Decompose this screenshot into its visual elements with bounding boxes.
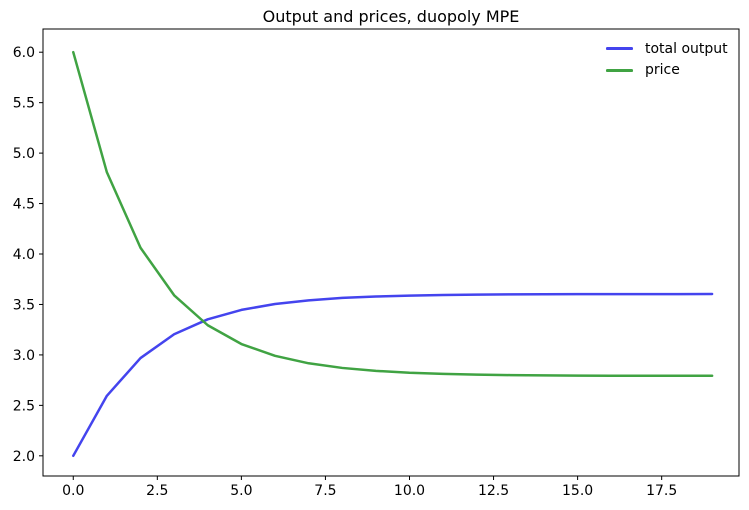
axes-frame — [42, 28, 740, 477]
x-tick-label: 15.0 — [562, 483, 593, 499]
y-tick-label: 4.5 — [13, 197, 35, 213]
x-tick-label: 0.0 — [62, 483, 84, 499]
y-tick-label: 2.0 — [13, 449, 35, 465]
x-tick-label: 7.5 — [314, 483, 336, 499]
x-tick-label: 12.5 — [478, 483, 509, 499]
legend-item-total-output: total output — [606, 38, 728, 60]
legend-line-swatch-price — [606, 68, 633, 72]
x-tick-label: 2.5 — [146, 483, 168, 499]
legend-line-swatch-total-output — [606, 47, 633, 51]
y-tick-label: 3.5 — [13, 297, 35, 313]
y-tick-label: 6.0 — [13, 45, 35, 61]
legend: total output price — [606, 38, 728, 81]
legend-item-price: price — [606, 60, 728, 82]
y-tick-label: 2.5 — [13, 398, 35, 414]
legend-label-price: price — [645, 62, 680, 79]
y-tick-label: 4.0 — [13, 247, 35, 263]
y-tick-label: 5.0 — [13, 146, 35, 162]
series-line-price — [72, 50, 714, 378]
x-tick-label: 5.0 — [230, 483, 252, 499]
x-tick-label: 10.0 — [394, 483, 425, 499]
series-line-total-output — [72, 292, 714, 458]
y-tick-label: 3.0 — [13, 348, 35, 364]
chart-title: Output and prices, duopoly MPE — [262, 7, 520, 26]
legend-label-total-output: total output — [645, 40, 728, 57]
y-tick-label: 5.5 — [13, 96, 35, 112]
x-tick-label: 17.5 — [646, 483, 677, 499]
